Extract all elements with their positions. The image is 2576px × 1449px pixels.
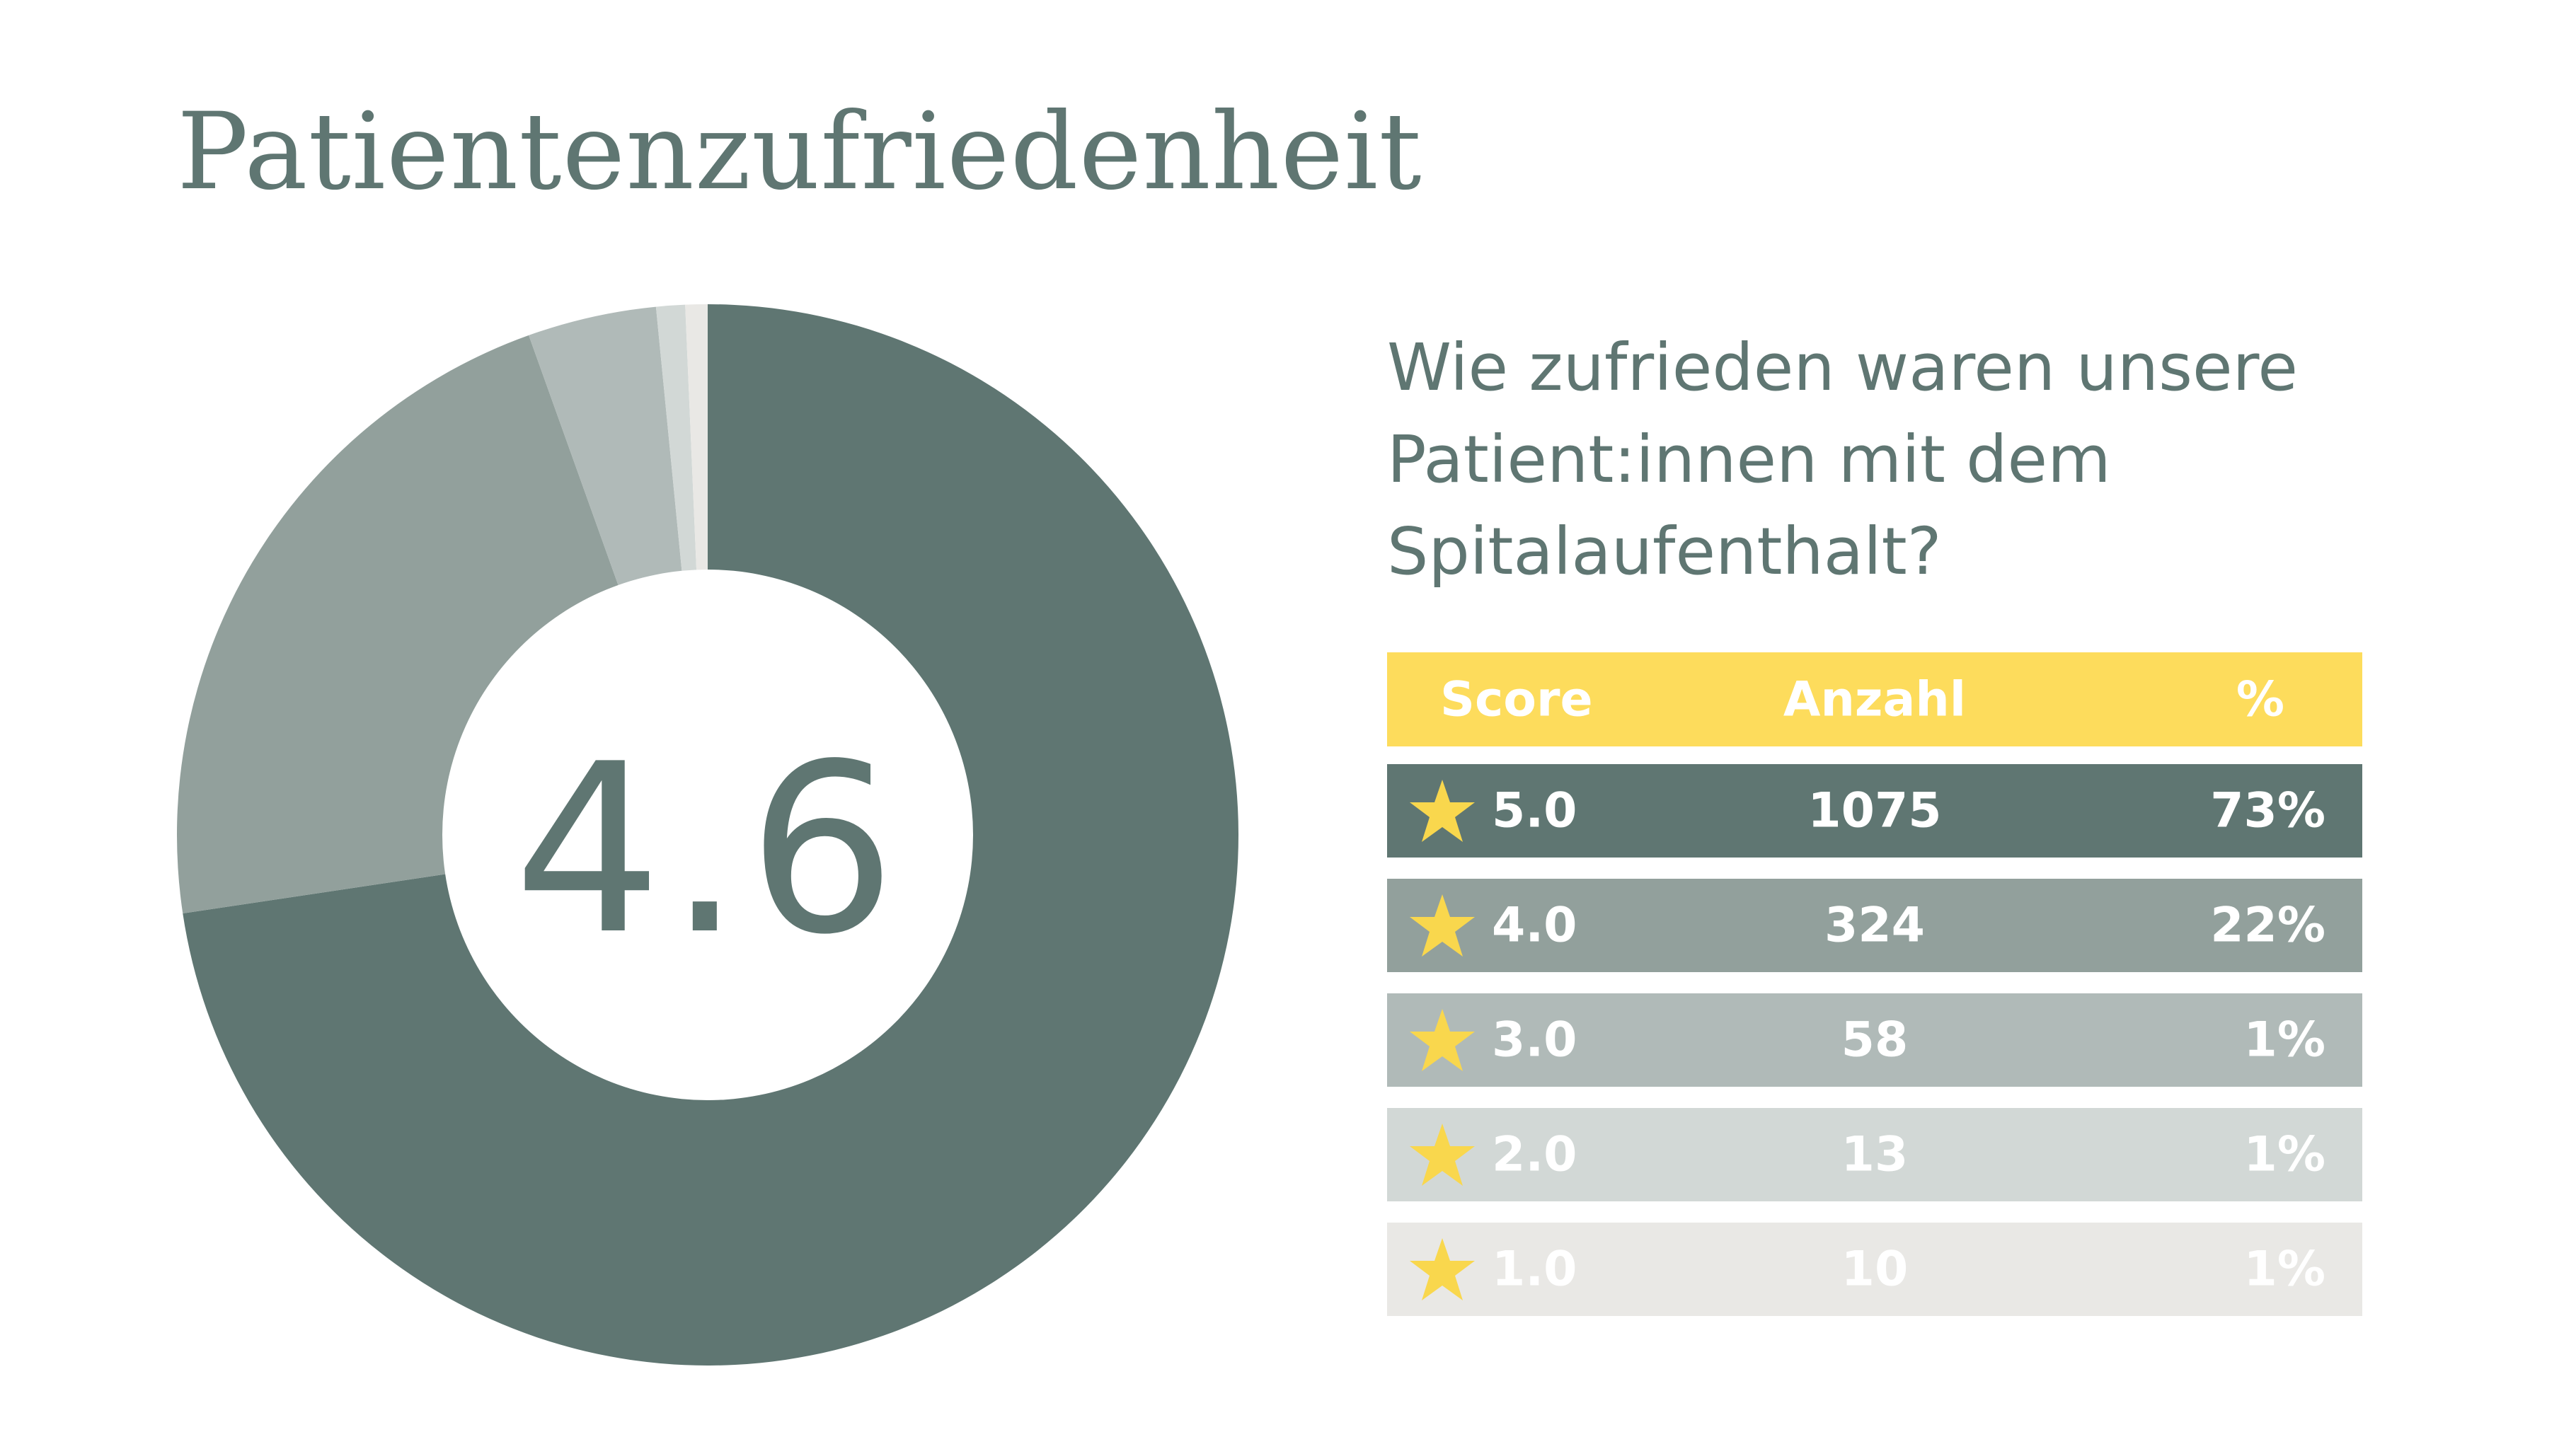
star-icon xyxy=(1410,894,1475,957)
row-count: 58 xyxy=(1841,1012,1909,1068)
table-row: 3.0 58 1% xyxy=(1387,993,2362,1087)
row-count: 13 xyxy=(1841,1126,1909,1183)
question-line-1: Wie zufrieden waren unsere xyxy=(1387,330,2299,405)
row-percent: 73% xyxy=(2210,783,2325,839)
donut-chart: 4.6 xyxy=(177,304,1238,1366)
row-score: 1.0 xyxy=(1492,1241,1577,1298)
row-count: 324 xyxy=(1824,897,1925,954)
survey-question: Wie zufrieden waren unsere Patient:innen… xyxy=(1387,322,2413,598)
row-score: 4.0 xyxy=(1492,897,1577,954)
table-row: 1.0 10 1% xyxy=(1387,1223,2362,1316)
star-icon xyxy=(1410,1124,1475,1186)
center-value: 4.6 xyxy=(514,714,902,986)
table-row: 4.0 324 22% xyxy=(1387,879,2362,972)
row-score: 2.0 xyxy=(1492,1126,1577,1183)
header-count: Anzahl xyxy=(1783,671,1967,727)
question-line-2: Patient:innen mit dem xyxy=(1387,422,2111,497)
header-percent: % xyxy=(2236,671,2284,727)
donut-hole xyxy=(442,570,973,1100)
row-percent: 1% xyxy=(2243,1126,2325,1183)
row-score: 3.0 xyxy=(1492,1012,1577,1068)
row-percent: 22% xyxy=(2210,897,2325,954)
page-title: Patientenzufriedenheit xyxy=(177,91,1422,214)
table-row: 2.0 13 1% xyxy=(1387,1108,2362,1201)
row-count: 10 xyxy=(1841,1241,1909,1298)
row-count: 1075 xyxy=(1807,783,1942,839)
row-score: 5.0 xyxy=(1492,783,1577,839)
score-table: Score Anzahl % 5.0 1075 73% 4.0 324 22% … xyxy=(1387,652,2362,1337)
star-icon xyxy=(1410,1238,1475,1300)
row-percent: 1% xyxy=(2243,1241,2325,1298)
star-icon xyxy=(1410,1009,1475,1071)
table-header: Score Anzahl % xyxy=(1387,652,2362,746)
question-line-3: Spitalaufenthalt? xyxy=(1387,514,1942,589)
table-row: 5.0 1075 73% xyxy=(1387,764,2362,858)
star-icon xyxy=(1410,780,1475,842)
row-percent: 1% xyxy=(2243,1012,2325,1068)
header-score: Score xyxy=(1440,671,1593,727)
